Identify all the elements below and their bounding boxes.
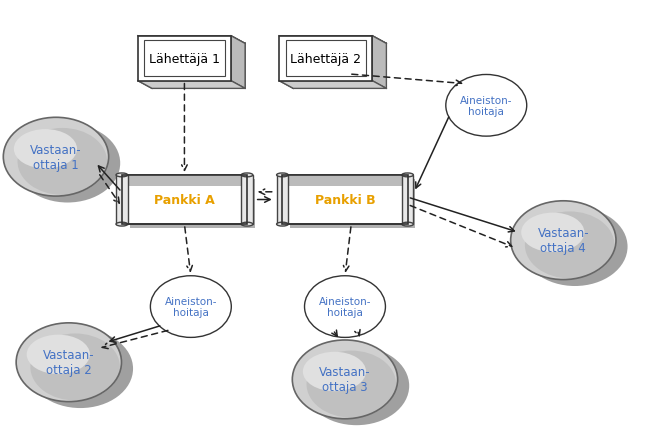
- Polygon shape: [138, 82, 245, 89]
- Ellipse shape: [402, 174, 413, 178]
- FancyBboxPatch shape: [144, 41, 224, 77]
- Polygon shape: [372, 37, 386, 89]
- Ellipse shape: [116, 174, 128, 178]
- Ellipse shape: [116, 223, 128, 227]
- FancyBboxPatch shape: [293, 44, 386, 89]
- Ellipse shape: [241, 223, 253, 227]
- Ellipse shape: [3, 118, 108, 197]
- Polygon shape: [279, 37, 386, 44]
- FancyBboxPatch shape: [122, 175, 247, 224]
- FancyBboxPatch shape: [279, 37, 372, 82]
- FancyBboxPatch shape: [283, 175, 408, 186]
- Text: Lähettäjä 1: Lähettäjä 1: [149, 52, 220, 65]
- Ellipse shape: [292, 340, 397, 419]
- FancyBboxPatch shape: [402, 175, 413, 224]
- FancyBboxPatch shape: [130, 180, 255, 229]
- Ellipse shape: [241, 174, 253, 178]
- Ellipse shape: [30, 334, 120, 400]
- Ellipse shape: [303, 352, 366, 391]
- Ellipse shape: [525, 212, 615, 279]
- FancyBboxPatch shape: [283, 175, 408, 186]
- Ellipse shape: [304, 276, 386, 338]
- Text: Aineiston-
hoitaja: Aineiston- hoitaja: [319, 296, 372, 318]
- Ellipse shape: [522, 208, 628, 286]
- FancyBboxPatch shape: [241, 175, 253, 224]
- FancyBboxPatch shape: [277, 175, 288, 224]
- Text: Vastaan-
ottaja 4: Vastaan- ottaja 4: [537, 227, 589, 255]
- Text: Vastaan-
ottaja 3: Vastaan- ottaja 3: [319, 366, 371, 393]
- Ellipse shape: [17, 129, 107, 196]
- FancyBboxPatch shape: [152, 44, 245, 89]
- Text: Aineiston-
hoitaja: Aineiston- hoitaja: [164, 296, 217, 318]
- Ellipse shape: [306, 351, 396, 418]
- Ellipse shape: [277, 174, 288, 178]
- Text: Pankki A: Pankki A: [154, 194, 215, 206]
- Ellipse shape: [277, 223, 288, 227]
- Text: Vastaan-
ottaja 2: Vastaan- ottaja 2: [43, 348, 95, 376]
- Polygon shape: [231, 37, 245, 89]
- FancyBboxPatch shape: [122, 175, 247, 186]
- Ellipse shape: [446, 75, 527, 137]
- FancyBboxPatch shape: [122, 175, 247, 186]
- Ellipse shape: [26, 335, 90, 374]
- FancyBboxPatch shape: [283, 175, 408, 224]
- Text: Pankki B: Pankki B: [315, 194, 375, 206]
- Polygon shape: [138, 37, 245, 44]
- FancyBboxPatch shape: [116, 175, 128, 224]
- Ellipse shape: [511, 201, 616, 280]
- Ellipse shape: [16, 323, 121, 402]
- Ellipse shape: [521, 213, 584, 252]
- Ellipse shape: [402, 223, 413, 227]
- Text: Lähettäjä 2: Lähettäjä 2: [290, 52, 361, 65]
- Ellipse shape: [150, 276, 232, 338]
- Polygon shape: [279, 82, 386, 89]
- Ellipse shape: [14, 130, 77, 169]
- Ellipse shape: [15, 124, 120, 203]
- FancyBboxPatch shape: [138, 37, 231, 82]
- Text: Aineiston-
hoitaja: Aineiston- hoitaja: [460, 95, 513, 117]
- Ellipse shape: [304, 347, 409, 425]
- FancyBboxPatch shape: [290, 180, 415, 229]
- Text: Vastaan-
ottaja 1: Vastaan- ottaja 1: [30, 143, 82, 171]
- FancyBboxPatch shape: [286, 41, 366, 77]
- Ellipse shape: [28, 329, 133, 408]
